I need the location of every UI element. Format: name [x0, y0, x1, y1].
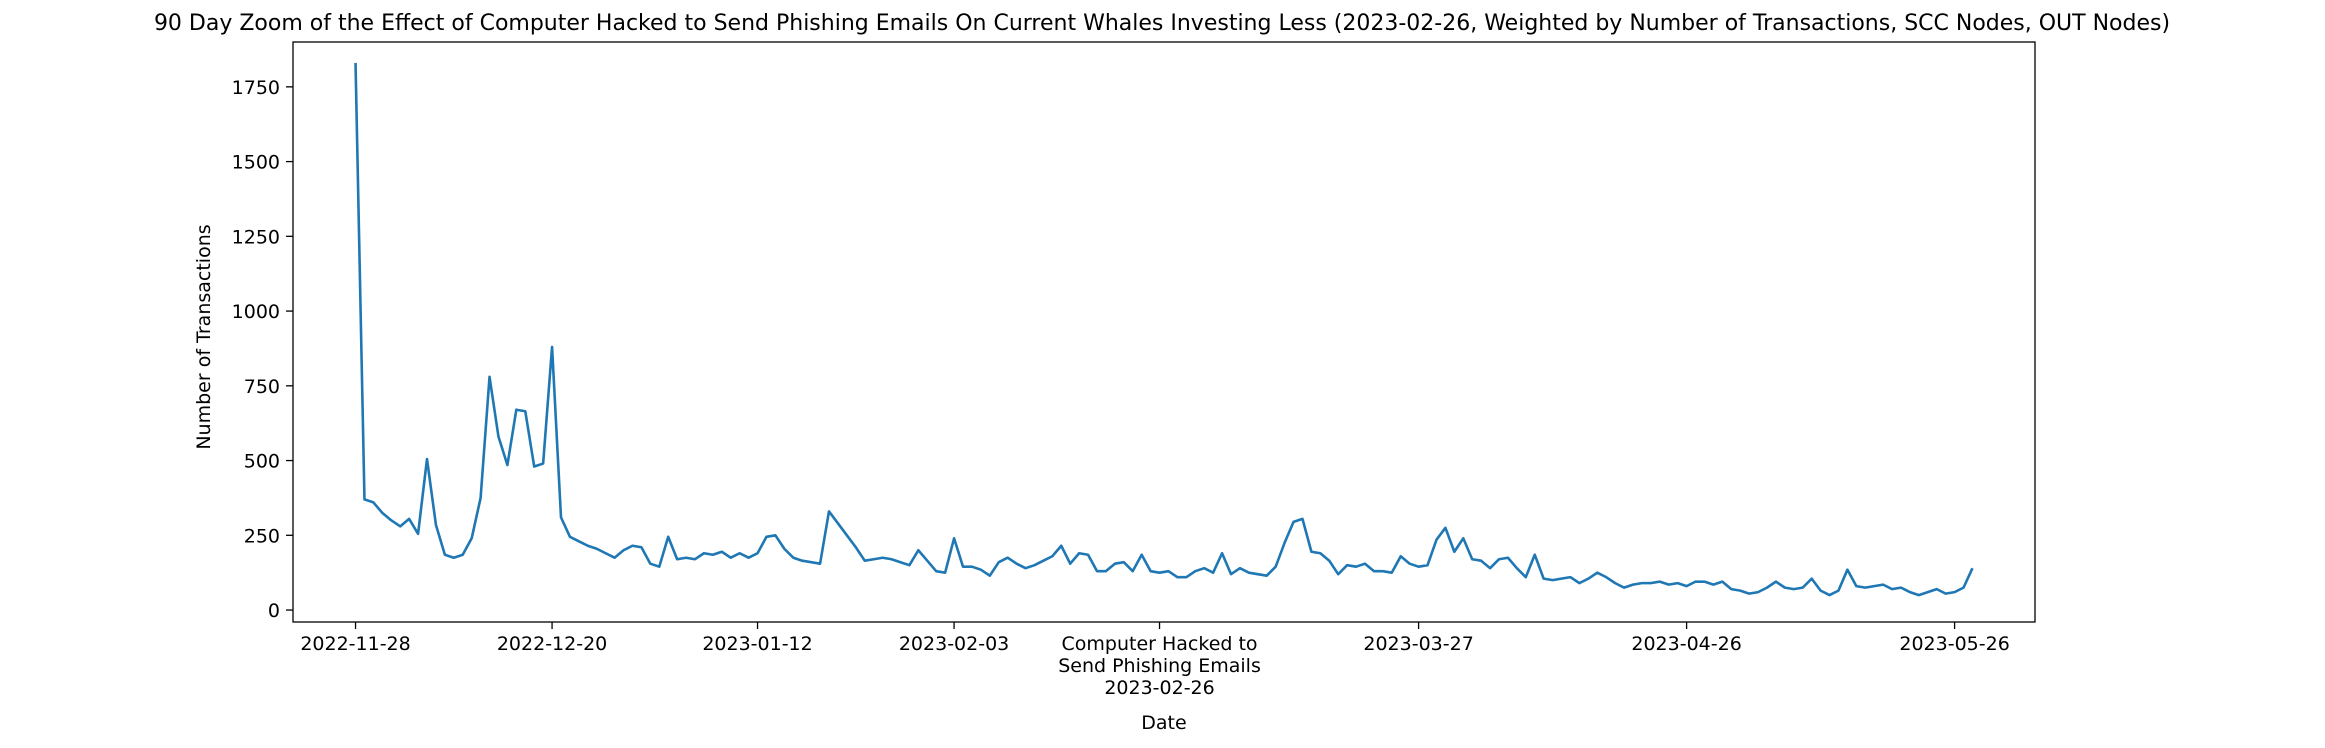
plot-area: [292, 41, 2036, 623]
x-tick-label: 2023-03-27: [1363, 633, 1473, 655]
y-tick-label: 250: [244, 525, 280, 547]
chart-title: 90 Day Zoom of the Effect of Computer Ha…: [154, 11, 2170, 36]
x-tick-label: 2022-11-28: [300, 633, 410, 655]
x-tick-label: 2023-05-26: [1899, 633, 2009, 655]
x-axis-label: Date: [1141, 712, 1186, 734]
y-tick-label: 1500: [232, 152, 280, 174]
x-tick-label: 2023-01-12: [702, 633, 812, 655]
series-line: [354, 62, 1974, 597]
y-tick-label: 1250: [232, 226, 280, 248]
y-tick-label: 750: [244, 376, 280, 398]
y-tick-label: 500: [244, 451, 280, 473]
x-axis: 2022-11-28 2022-12-20 2023-01-12 2023-02-03…: [300, 622, 2010, 699]
x-tick-label: 2023-04-26: [1631, 633, 1741, 655]
x-tick-label: Computer Hacked to Send Phishing Emails 20…: [1058, 633, 1261, 699]
x-tick-label: 2023-02-03: [899, 633, 1009, 655]
y-tick-label: 1750: [232, 77, 280, 99]
y-tick-label: 0: [268, 600, 280, 622]
y-axis-label: Number of Transactions: [193, 224, 215, 449]
x-tick-label: 2022-12-20: [497, 633, 607, 655]
y-tick-label: 1000: [232, 301, 280, 323]
y-axis: 0 250 500 750 1000 1250 1500 1750: [232, 77, 293, 622]
